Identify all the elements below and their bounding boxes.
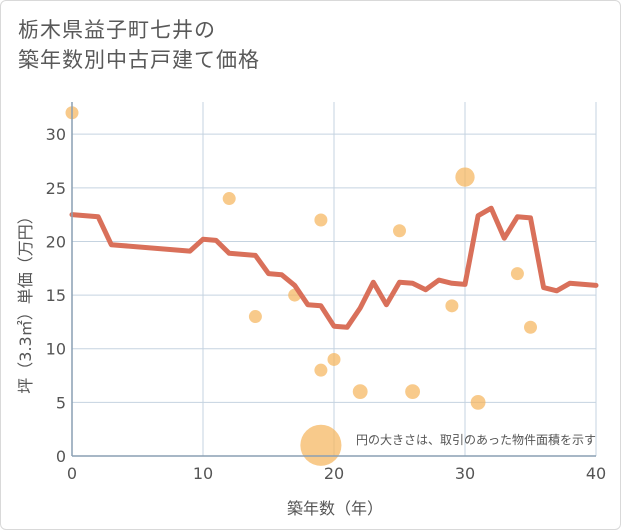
y-axis-label: 坪（3.3㎡）単価（万円） (16, 208, 35, 393)
bubble-point (222, 192, 236, 206)
bubble-point (455, 167, 475, 187)
bubble-series (65, 106, 537, 466)
bubble-point (314, 213, 328, 227)
y-tick-label: 5 (56, 393, 66, 412)
x-tick-label: 30 (455, 464, 475, 483)
grid (72, 102, 597, 456)
x-tick-label: 0 (67, 464, 77, 483)
bubble-point (510, 267, 524, 281)
bubble-point (327, 352, 341, 366)
bubble-point (393, 224, 406, 238)
x-tick-label: 20 (324, 464, 344, 483)
line-series (69, 205, 599, 330)
size-note: 円の大きさは、取引のあった物件面積を示す (356, 432, 596, 447)
title-line-2: 築年数別中古戸建て価格 (18, 48, 260, 72)
bubble-point (470, 394, 486, 410)
axes: 0 10 20 30 40 0 5 10 15 20 25 30 (46, 102, 606, 483)
y-tick-label: 0 (56, 447, 66, 466)
bubble-point (445, 299, 459, 313)
title-line-1: 栃木県益子町七井の (18, 18, 216, 42)
x-axis-label: 築年数（年） (287, 499, 383, 518)
bubble-point (405, 384, 421, 400)
bubble-point (524, 320, 537, 334)
x-tick-label: 40 (586, 464, 606, 483)
y-tick-label: 10 (46, 340, 66, 359)
bubble-point (300, 424, 342, 466)
bubble-point (352, 384, 368, 400)
x-tick-label: 10 (193, 464, 213, 483)
bubble-point (314, 363, 328, 377)
chart-title: 栃木県益子町七井の 築年数別中古戸建て価格 (18, 15, 260, 75)
y-tick-label: 20 (46, 232, 66, 251)
y-tick-label: 25 (46, 179, 66, 198)
y-tick-label: 30 (46, 125, 66, 144)
average-price-line (69, 205, 599, 330)
bubble-point (248, 310, 262, 324)
y-tick-label: 15 (46, 286, 66, 305)
